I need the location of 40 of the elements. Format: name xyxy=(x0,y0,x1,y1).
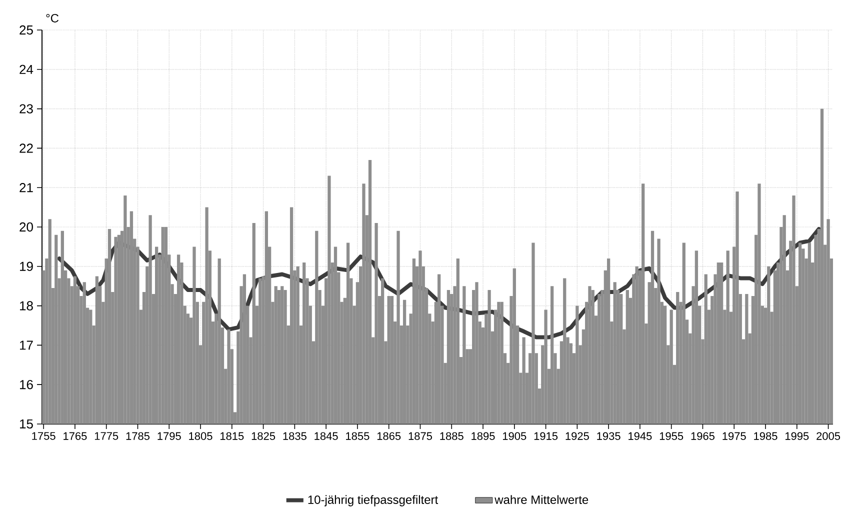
x-tick-label: 1885 xyxy=(440,432,464,440)
x-tick-label: 1875 xyxy=(408,432,432,440)
x-tick-label: 1915 xyxy=(534,432,558,440)
legend-label: 10-jährig tiefpassgefiltert xyxy=(308,495,438,506)
y-tick-label: 24 xyxy=(20,64,34,74)
x-tick-label: 1905 xyxy=(503,432,526,440)
y-tick-label: 15 xyxy=(20,419,33,429)
y-axis-title: °C xyxy=(46,14,59,22)
x-tick-label: 1845 xyxy=(314,432,338,440)
x-tick-label: 1985 xyxy=(754,432,778,440)
y-tick-label: 23 xyxy=(20,104,33,114)
x-tick-label: 1935 xyxy=(597,432,620,440)
x-tick-label: 1865 xyxy=(377,432,401,440)
x-tick-label: 1755 xyxy=(32,432,56,440)
y-tick-label: 22 xyxy=(20,144,33,153)
x-tick-label: 1805 xyxy=(189,432,212,440)
x-tick-label: 1795 xyxy=(158,432,181,440)
x-tick-label: 1815 xyxy=(220,432,244,440)
y-tick-label: 20 xyxy=(20,222,33,232)
x-tick-label: 1925 xyxy=(566,432,589,440)
x-tick-label: 1825 xyxy=(252,432,276,440)
y-tick-label: 19 xyxy=(20,262,33,271)
x-tick-label: 1965 xyxy=(691,432,714,440)
x-tick-label: 1995 xyxy=(785,432,809,440)
x-tick-label: 1975 xyxy=(722,432,746,440)
legend-label: wahre Mittelwerte xyxy=(494,495,588,504)
y-tick-label: 17 xyxy=(20,340,33,350)
x-tick-label: 1955 xyxy=(660,432,684,440)
x-tick-label: 1895 xyxy=(472,432,495,440)
y-tick-label: 16 xyxy=(20,380,33,390)
x-tick-label: 1945 xyxy=(628,432,652,440)
x-tick-label: 1835 xyxy=(283,432,306,440)
x-tick-label: 1775 xyxy=(94,432,118,440)
y-tick-label: 25 xyxy=(20,25,33,35)
x-tick-label: 2005 xyxy=(816,432,840,440)
x-tick-label: 1785 xyxy=(126,432,150,440)
x-tick-label: 1765 xyxy=(64,432,87,440)
y-tick-label: 18 xyxy=(20,301,33,310)
x-tick-label: 1855 xyxy=(346,432,370,440)
y-tick-label: 21 xyxy=(20,183,33,192)
